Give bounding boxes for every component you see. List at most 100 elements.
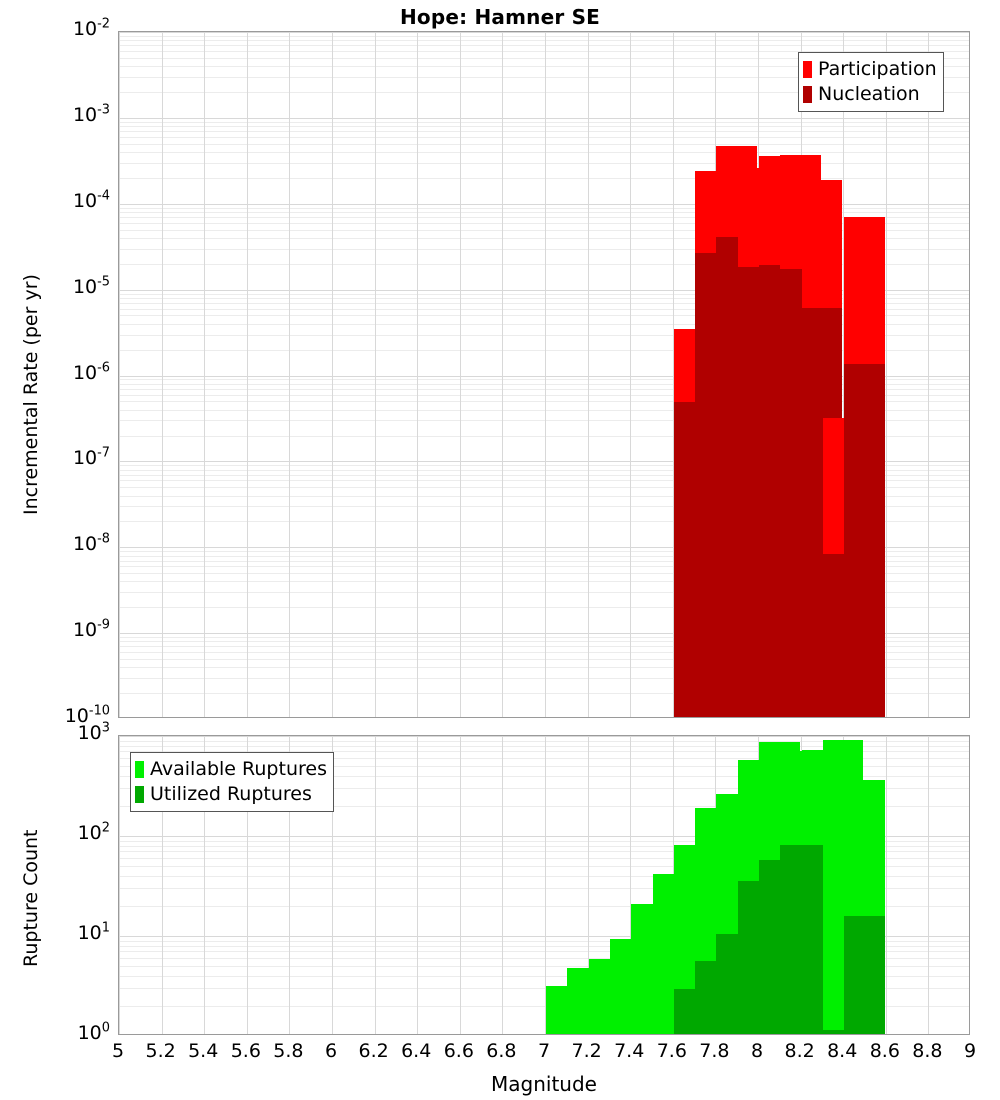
gridline-minor [119, 263, 969, 265]
bar-nucleation [844, 363, 885, 717]
gridline-vertical [374, 736, 376, 1034]
gridline-minor [119, 126, 969, 128]
grid-bottom [119, 736, 969, 1034]
legend-rupture-count-item[interactable]: Available Ruptures [135, 757, 327, 782]
gridline-minor [119, 143, 969, 145]
gridline-minor [119, 487, 969, 489]
gridline-minor [119, 940, 969, 942]
gridline-vertical [332, 736, 333, 1034]
legend-incremental-rate-item[interactable]: Participation [803, 57, 937, 82]
gridline-minor [119, 592, 969, 594]
bars-top [119, 32, 969, 717]
gridline-vertical [332, 32, 333, 717]
gridline-minor [119, 177, 969, 179]
gridline-vertical [374, 32, 376, 717]
legend-label: Utilized Ruptures [150, 783, 312, 805]
gridline-major [119, 117, 969, 119]
legend-rupture-count: Available Ruptures Utilized Ruptures [130, 752, 334, 812]
gridline-minor [119, 465, 969, 467]
gridline-minor [119, 521, 969, 523]
gridline-minor [119, 607, 969, 609]
gridline-vertical [459, 32, 461, 717]
gridline-minor [119, 394, 969, 396]
gridline-minor [119, 121, 969, 123]
bar-utilized-ruptures [844, 916, 885, 1034]
legend-swatch-icon [803, 61, 812, 78]
gridline-vertical [502, 736, 504, 1034]
gridline-minor [119, 51, 969, 53]
y-tick-label: 103 [77, 720, 110, 744]
gridline-minor [119, 581, 969, 583]
gridline-minor [119, 383, 969, 385]
legend-label: Participation [818, 58, 937, 80]
gridline-minor [119, 474, 969, 476]
gridline-minor [119, 248, 969, 250]
legend-label: Available Ruptures [150, 758, 327, 780]
gridline-vertical [459, 736, 461, 1034]
gridline-minor [119, 788, 969, 790]
gridline-minor [119, 646, 969, 648]
x-tick-label: 6.8 [486, 1040, 517, 1062]
gridline-major [119, 736, 969, 737]
x-tick-label: 7.6 [656, 1040, 687, 1062]
legend-incremental-rate: Participation Nucleation [798, 52, 944, 112]
gridline-vertical [119, 32, 120, 717]
gridline-minor [119, 469, 969, 471]
gridline-vertical [246, 32, 248, 717]
gridline-minor [119, 945, 969, 947]
gridline-major [119, 289, 969, 291]
gridline-minor [119, 308, 969, 310]
gridline-minor [119, 560, 969, 562]
gridline-minor [119, 573, 969, 575]
x-tick-label: 8.8 [912, 1040, 943, 1062]
gridline-minor [119, 641, 969, 643]
incremental-rate-plot [118, 31, 970, 718]
gridline-minor [119, 551, 969, 553]
gridline-minor [119, 92, 969, 94]
gridline-minor [119, 401, 969, 403]
gridline-minor [119, 162, 969, 164]
gridline-minor [119, 566, 969, 568]
gridline-minor [119, 758, 969, 760]
x-tick-label: 5.8 [273, 1040, 304, 1062]
legend-swatch-icon [803, 86, 812, 103]
y-tick-label: 10-7 [72, 446, 110, 470]
y-tick-label: 10-5 [72, 274, 110, 298]
gridline-minor [119, 740, 969, 742]
gridline-vertical [885, 32, 887, 717]
gridline-vertical [417, 736, 419, 1034]
x-tick-label: 5.6 [230, 1040, 261, 1062]
gridline-major [119, 936, 969, 937]
legend-label: Nucleation [818, 83, 920, 105]
gridline-vertical [587, 736, 589, 1034]
gridline-vertical [417, 32, 419, 717]
legend-swatch-icon [135, 761, 144, 778]
gridline-vertical [204, 736, 206, 1034]
x-tick-label: 7.8 [699, 1040, 730, 1062]
gridline-minor [119, 409, 969, 411]
gridline-minor [119, 66, 969, 68]
gridline-minor [119, 1005, 969, 1007]
gridline-major [119, 547, 969, 549]
gridline-minor [119, 966, 969, 968]
gridline-minor [119, 975, 969, 977]
legend-incremental-rate-item[interactable]: Nucleation [803, 82, 937, 107]
gridline-minor [119, 693, 969, 695]
x-tick-label: 7 [537, 1040, 551, 1062]
gridline-minor [119, 217, 969, 219]
gridline-minor [119, 207, 969, 209]
gridline-vertical [885, 736, 887, 1034]
gridline-minor [119, 131, 969, 133]
gridline-minor [119, 435, 969, 437]
x-axis-label: Magnitude [491, 1072, 597, 1096]
x-tick-label: 8 [750, 1040, 764, 1062]
legend-rupture-count-item[interactable]: Utilized Ruptures [135, 782, 327, 807]
gridline-vertical [928, 32, 930, 717]
x-tick-label: 5.4 [188, 1040, 219, 1062]
bar-utilized-ruptures [822, 1029, 864, 1034]
gridline-minor [119, 805, 969, 807]
y-tick-label: 10-10 [64, 703, 110, 727]
gridline-major [119, 375, 969, 377]
x-tick-label: 8.2 [784, 1040, 815, 1062]
x-tick-label: 5.2 [145, 1040, 176, 1062]
